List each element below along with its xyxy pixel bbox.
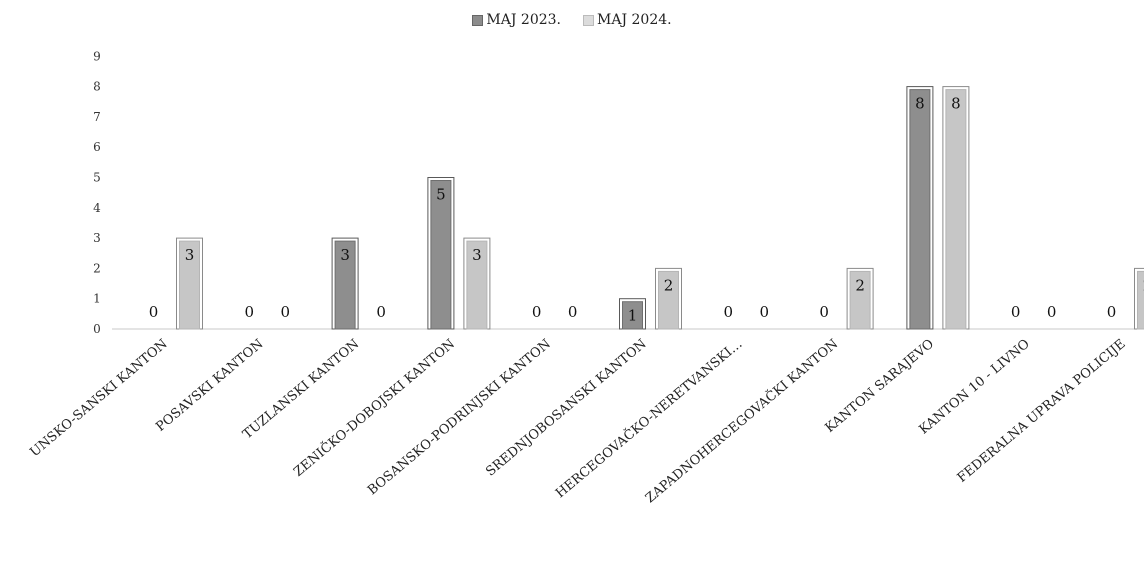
data-label: 2: [664, 276, 674, 294]
data-label: 0: [760, 303, 770, 321]
legend-label-2024: MAJ 2024.: [597, 12, 672, 28]
bar-fill: [622, 301, 643, 330]
legend-swatch-2024: [583, 14, 594, 26]
bar-fill: [909, 89, 931, 330]
legend-swatch-2023: [472, 14, 484, 26]
data-label: 0: [819, 303, 829, 321]
y-tick-label: 3: [93, 231, 101, 245]
x-category-label: BOSANSKO-PODRINJSKI KANTON: [365, 337, 554, 499]
y-tick-label: 6: [93, 140, 101, 154]
bar-fill: [658, 270, 679, 330]
data-label: 0: [245, 303, 255, 321]
y-tick-label: 4: [93, 201, 101, 215]
y-tick-label: 5: [93, 171, 101, 185]
x-category-label: UNSKO-SANSKI KANTON: [27, 337, 170, 461]
data-label: 8: [915, 95, 925, 113]
data-label: 0: [532, 303, 542, 321]
y-tick-label: 1: [93, 292, 101, 306]
legend-item-2024: MAJ 2024.: [583, 12, 672, 28]
data-label: 0: [1011, 303, 1021, 321]
x-category-label: FEDERALNA UPRAVA POLICIJE: [955, 337, 1129, 486]
y-tick-label: 9: [93, 49, 101, 63]
bar-fill: [430, 180, 452, 330]
bar-fill: [1137, 270, 1144, 330]
data-label: 2: [1143, 276, 1144, 294]
bar-fill: [849, 270, 871, 330]
legend-label-2023: MAJ 2023.: [486, 12, 561, 28]
bar-fill: [334, 240, 356, 330]
y-tick-label: 7: [93, 110, 101, 124]
data-label: 3: [472, 246, 482, 264]
y-tick-label: 8: [93, 80, 101, 94]
data-label: 2: [855, 276, 865, 294]
chart-legend: MAJ 2023. MAJ 2024.: [0, 12, 1144, 28]
data-label: 0: [1107, 303, 1117, 321]
data-label: 3: [340, 246, 350, 264]
bar-fill: [179, 240, 200, 330]
data-label: 5: [436, 186, 446, 204]
x-category-label: ZENIČKO-DOBOJSKI KANTON: [290, 335, 458, 480]
data-label: 0: [149, 303, 159, 321]
x-category-label: HERCEGOVAČKO-NERETVANSKI…: [552, 335, 746, 501]
data-label: 0: [568, 303, 578, 321]
legend-item-2023: MAJ 2023.: [472, 12, 561, 28]
data-label: 0: [376, 303, 386, 321]
bar-fill: [945, 89, 967, 330]
bar-fill: [466, 240, 488, 330]
x-category-label: ZAPADNOHERCEGOVAČKI KANTON: [642, 335, 841, 506]
data-label: 0: [724, 303, 734, 321]
x-category-label: KANTON SARAJEVO: [823, 337, 937, 436]
data-label: 0: [1047, 303, 1057, 321]
x-category-label: POSAVSKI KANTON: [153, 337, 266, 435]
y-tick-label: 2: [93, 261, 101, 275]
data-label: 8: [951, 95, 961, 113]
x-category-label: SREDNJOBOSANSKI KANTON: [483, 337, 649, 480]
data-label: 0: [281, 303, 291, 321]
data-label: 3: [185, 246, 195, 264]
data-label: 1: [628, 307, 638, 325]
y-tick-label: 0: [93, 322, 101, 336]
